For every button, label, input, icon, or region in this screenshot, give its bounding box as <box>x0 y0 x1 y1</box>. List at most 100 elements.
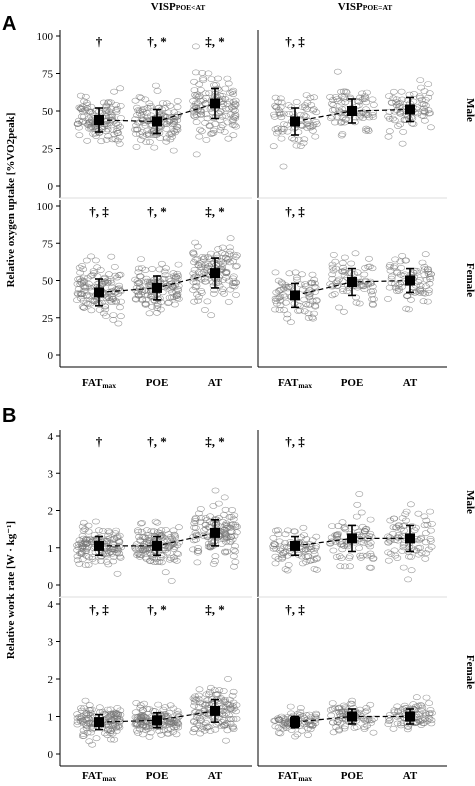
x-label-b-right-at: AT <box>403 770 418 782</box>
data-point <box>221 506 230 513</box>
data-point <box>360 527 369 534</box>
data-point <box>189 270 198 277</box>
data-point <box>109 312 118 318</box>
data-point <box>97 138 106 145</box>
data-point <box>194 545 202 551</box>
data-point <box>102 110 111 117</box>
y-tick-label: 2 <box>48 674 54 686</box>
data-point <box>395 103 404 109</box>
mean-marker <box>152 116 162 127</box>
data-point <box>275 306 284 313</box>
data-point <box>201 100 210 107</box>
data-point <box>100 710 108 717</box>
data-point <box>291 269 300 276</box>
data-point <box>332 554 341 560</box>
data-point <box>271 306 279 313</box>
data-point <box>231 115 240 121</box>
data-point <box>341 88 350 95</box>
data-point <box>218 93 227 99</box>
data-point <box>340 254 349 261</box>
data-point <box>394 123 402 129</box>
panel-b-letter: B <box>2 405 16 427</box>
data-point <box>223 119 232 126</box>
data-point <box>303 125 312 131</box>
y-tick-label: 25 <box>42 313 54 325</box>
data-point <box>361 277 370 284</box>
data-point <box>404 576 412 583</box>
data-point <box>285 111 293 117</box>
data-point <box>189 546 197 553</box>
data-point <box>109 316 118 323</box>
data-point <box>224 712 233 719</box>
data-point <box>420 117 429 124</box>
data-point <box>115 538 124 545</box>
data-point <box>366 701 375 708</box>
data-point <box>168 535 176 542</box>
data-point <box>352 724 361 730</box>
data-point <box>79 266 88 273</box>
data-point <box>170 724 179 731</box>
data-point <box>354 528 363 535</box>
data-point <box>368 283 377 290</box>
data-point <box>76 105 85 112</box>
data-point <box>276 95 285 102</box>
data-point <box>308 271 317 278</box>
data-point <box>148 554 157 560</box>
data-point <box>411 282 420 289</box>
data-point <box>354 102 363 109</box>
data-point <box>338 131 347 137</box>
data-point <box>389 725 398 732</box>
data-point <box>207 312 216 319</box>
data-point <box>189 249 198 256</box>
data-point <box>111 722 119 728</box>
data-point <box>385 715 393 721</box>
data-point <box>141 554 150 561</box>
data-point <box>206 513 214 520</box>
data-point <box>393 534 402 541</box>
data-point <box>416 77 425 83</box>
subplot-b-1-female: †, ‡ <box>257 598 447 767</box>
data-point <box>190 696 199 703</box>
data-point <box>367 717 376 724</box>
data-point <box>301 102 309 109</box>
data-point <box>151 82 160 89</box>
data-point <box>132 541 141 548</box>
data-point <box>174 524 183 531</box>
data-point <box>230 283 239 290</box>
data-point <box>190 702 198 709</box>
data-point <box>348 697 356 704</box>
data-point <box>75 117 83 124</box>
data-point <box>75 124 83 131</box>
data-point <box>73 547 82 553</box>
data-point <box>367 564 375 571</box>
data-point <box>311 302 320 309</box>
data-point <box>369 729 378 736</box>
data-point <box>193 256 202 262</box>
data-point <box>311 284 320 291</box>
data-point <box>427 543 436 550</box>
mean-marker <box>290 717 300 728</box>
mean-marker <box>290 290 300 301</box>
data-point <box>328 107 337 114</box>
data-point <box>366 516 375 523</box>
data-point <box>338 541 346 548</box>
data-point <box>169 119 178 125</box>
data-point <box>269 535 278 541</box>
significance-annotation: †, ‡ <box>285 34 305 49</box>
data-point <box>274 107 283 114</box>
data-point <box>189 729 198 736</box>
data-point <box>221 698 229 705</box>
data-point <box>302 106 311 113</box>
x-label-a-left-poe: POE <box>146 377 169 389</box>
data-point <box>107 105 115 112</box>
data-point <box>301 281 309 288</box>
data-point <box>197 289 206 296</box>
data-point <box>169 541 178 548</box>
data-point <box>193 712 201 718</box>
data-point <box>169 527 178 534</box>
data-point <box>420 105 429 112</box>
data-point <box>286 319 295 325</box>
data-point <box>232 702 241 708</box>
data-point <box>173 270 182 277</box>
data-point <box>221 258 230 265</box>
